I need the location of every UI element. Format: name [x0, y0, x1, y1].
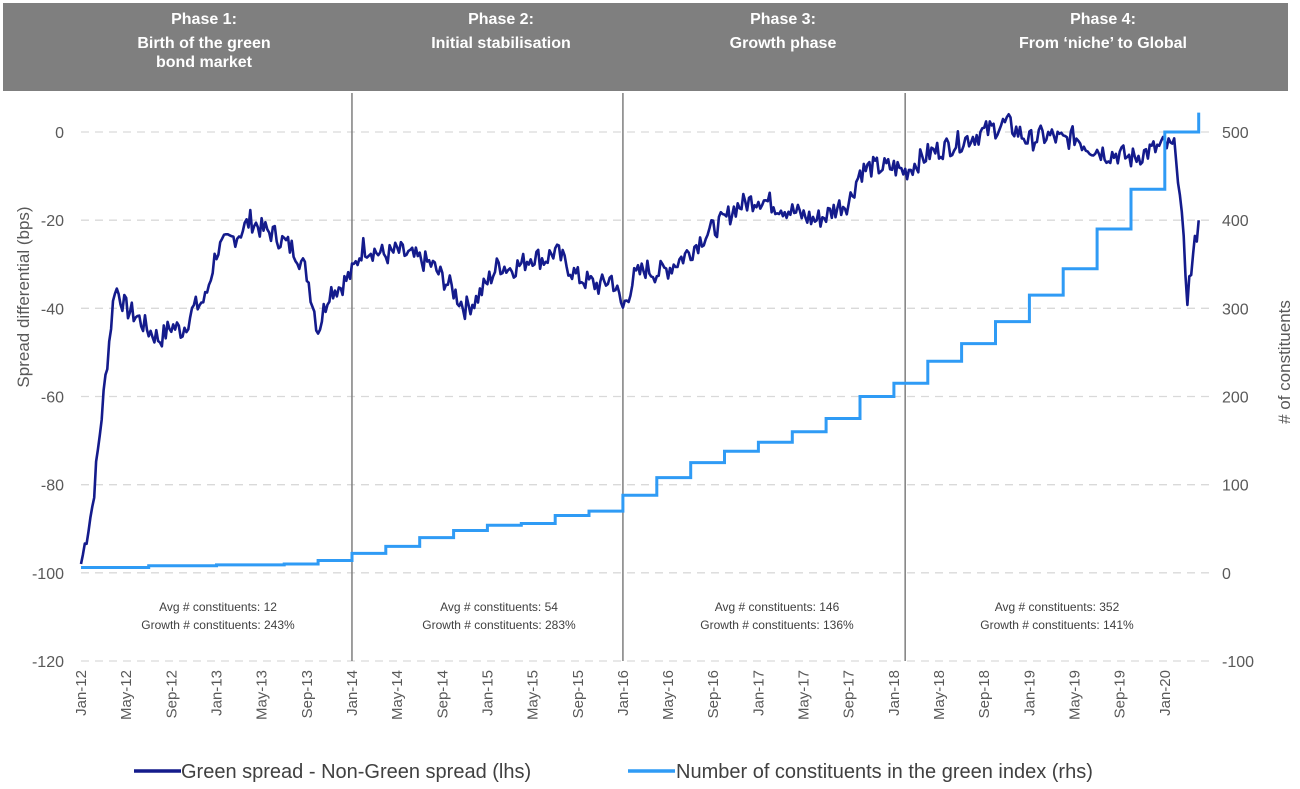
- x-axis: Jan-12 May-12 Sep-12 Jan-13 May-13 Sep-13 Jan-…: [73, 670, 1174, 720]
- x-tick-label: May-18: [931, 670, 948, 720]
- x-tick-label: Sep-16: [705, 670, 722, 718]
- right-y-tick-label: 400: [1222, 213, 1249, 230]
- legend-label-green-spread: Green spread - Non-Green spread (lhs): [181, 761, 531, 783]
- x-tick-label: Jan-14: [344, 670, 361, 716]
- series-green-spread-line: [79, 113, 1200, 565]
- right-y-tick-label: -100: [1222, 654, 1254, 671]
- x-tick-label: Sep-18: [976, 670, 993, 718]
- gridlines: [81, 131, 1210, 662]
- x-tick-label: Jan-18: [886, 670, 903, 716]
- series-constituents-line: [81, 112, 1201, 569]
- left-y-tick-label: 0: [55, 125, 64, 142]
- phase-4-avg-constituents: Avg # constituents: 352: [995, 600, 1120, 614]
- phase-1-avg-constituents: Avg # constituents: 12: [159, 600, 277, 614]
- left-y-tick-label: -80: [41, 478, 64, 495]
- left-y-tick-label: -20: [41, 213, 64, 230]
- right-y-axis: 500 400 300 200 100 0 -100: [1222, 125, 1254, 671]
- x-tick-label: May-19: [1067, 670, 1084, 720]
- phase-2-growth-constituents: Growth # constituents: 283%: [422, 618, 576, 632]
- x-tick-label: Jan-16: [615, 670, 632, 716]
- legend-label-constituents: Number of constituents in the green inde…: [676, 761, 1093, 783]
- phase-1-growth-constituents: Growth # constituents: 243%: [141, 618, 295, 632]
- x-tick-label: May-17: [796, 670, 813, 720]
- phase-2-label: Phase 2:: [468, 11, 534, 28]
- x-tick-label: Jan-13: [208, 670, 225, 716]
- phase-divider-lines: [351, 93, 906, 661]
- x-tick-label: May-15: [525, 670, 542, 720]
- x-tick-label: Jan-15: [479, 670, 496, 716]
- x-tick-label: Sep-14: [434, 670, 451, 718]
- x-tick-label: May-16: [660, 670, 677, 720]
- x-tick-label: May-13: [254, 670, 271, 720]
- right-y-tick-label: 300: [1222, 301, 1249, 318]
- phase-header: Phase 1: Birth of the green bond market Pha…: [3, 3, 1288, 91]
- phase-4-growth-constituents: Growth # constituents: 141%: [980, 618, 1134, 632]
- phase-1-title-line: Birth of the green: [137, 35, 270, 52]
- x-tick-label: Sep-13: [299, 670, 316, 718]
- phase-4-title-line: From ‘niche’ to Global: [1019, 35, 1187, 52]
- x-tick-label: Sep-12: [163, 670, 180, 718]
- right-y-tick-label: 200: [1222, 390, 1249, 407]
- right-y-tick-label: 500: [1222, 125, 1249, 142]
- phase-3-title-line: Growth phase: [730, 35, 837, 52]
- phase-header-band: [3, 3, 1288, 91]
- phase-2-title-line: Initial stabilisation: [431, 35, 571, 52]
- legend: Green spread - Non-Green spread (lhs) Nu…: [134, 761, 1093, 783]
- phase-1-label: Phase 1:: [171, 11, 237, 28]
- phase-3-growth-constituents: Growth # constituents: 136%: [700, 618, 854, 632]
- x-tick-label: Sep-17: [841, 670, 858, 718]
- phase-2-avg-constituents: Avg # constituents: 54: [440, 600, 558, 614]
- phase-1-title-line: bond market: [156, 54, 253, 71]
- left-y-axis-label: Spread differential (bps): [14, 206, 33, 387]
- x-tick-label: Jan-12: [73, 670, 90, 716]
- series-lines: [79, 112, 1201, 569]
- x-tick-label: Jan-20: [1157, 670, 1174, 716]
- left-y-tick-label: -40: [41, 301, 64, 318]
- left-y-tick-label: -120: [32, 654, 64, 671]
- right-y-tick-label: 100: [1222, 478, 1249, 495]
- x-tick-label: May-14: [389, 670, 406, 720]
- left-y-tick-label: -60: [41, 390, 64, 407]
- right-y-tick-label: 0: [1222, 566, 1231, 583]
- phase-3-label: Phase 3:: [750, 11, 816, 28]
- x-tick-label: Sep-19: [1112, 670, 1129, 718]
- x-tick-label: Jan-17: [750, 670, 767, 716]
- x-tick-label: Jan-19: [1021, 670, 1038, 716]
- x-tick-label: Sep-15: [570, 670, 587, 718]
- right-y-axis-label: # of constituents: [1275, 300, 1294, 424]
- phase-4-label: Phase 4:: [1070, 11, 1136, 28]
- phase-stats: Avg # constituents: 12 Growth # constitue…: [141, 600, 1134, 632]
- x-tick-label: May-12: [118, 670, 135, 720]
- left-y-tick-label: -100: [32, 566, 64, 583]
- phase-3-avg-constituents: Avg # constituents: 146: [715, 600, 840, 614]
- left-y-axis: 0 -20 -40 -60 -80 -100 -120: [32, 125, 64, 671]
